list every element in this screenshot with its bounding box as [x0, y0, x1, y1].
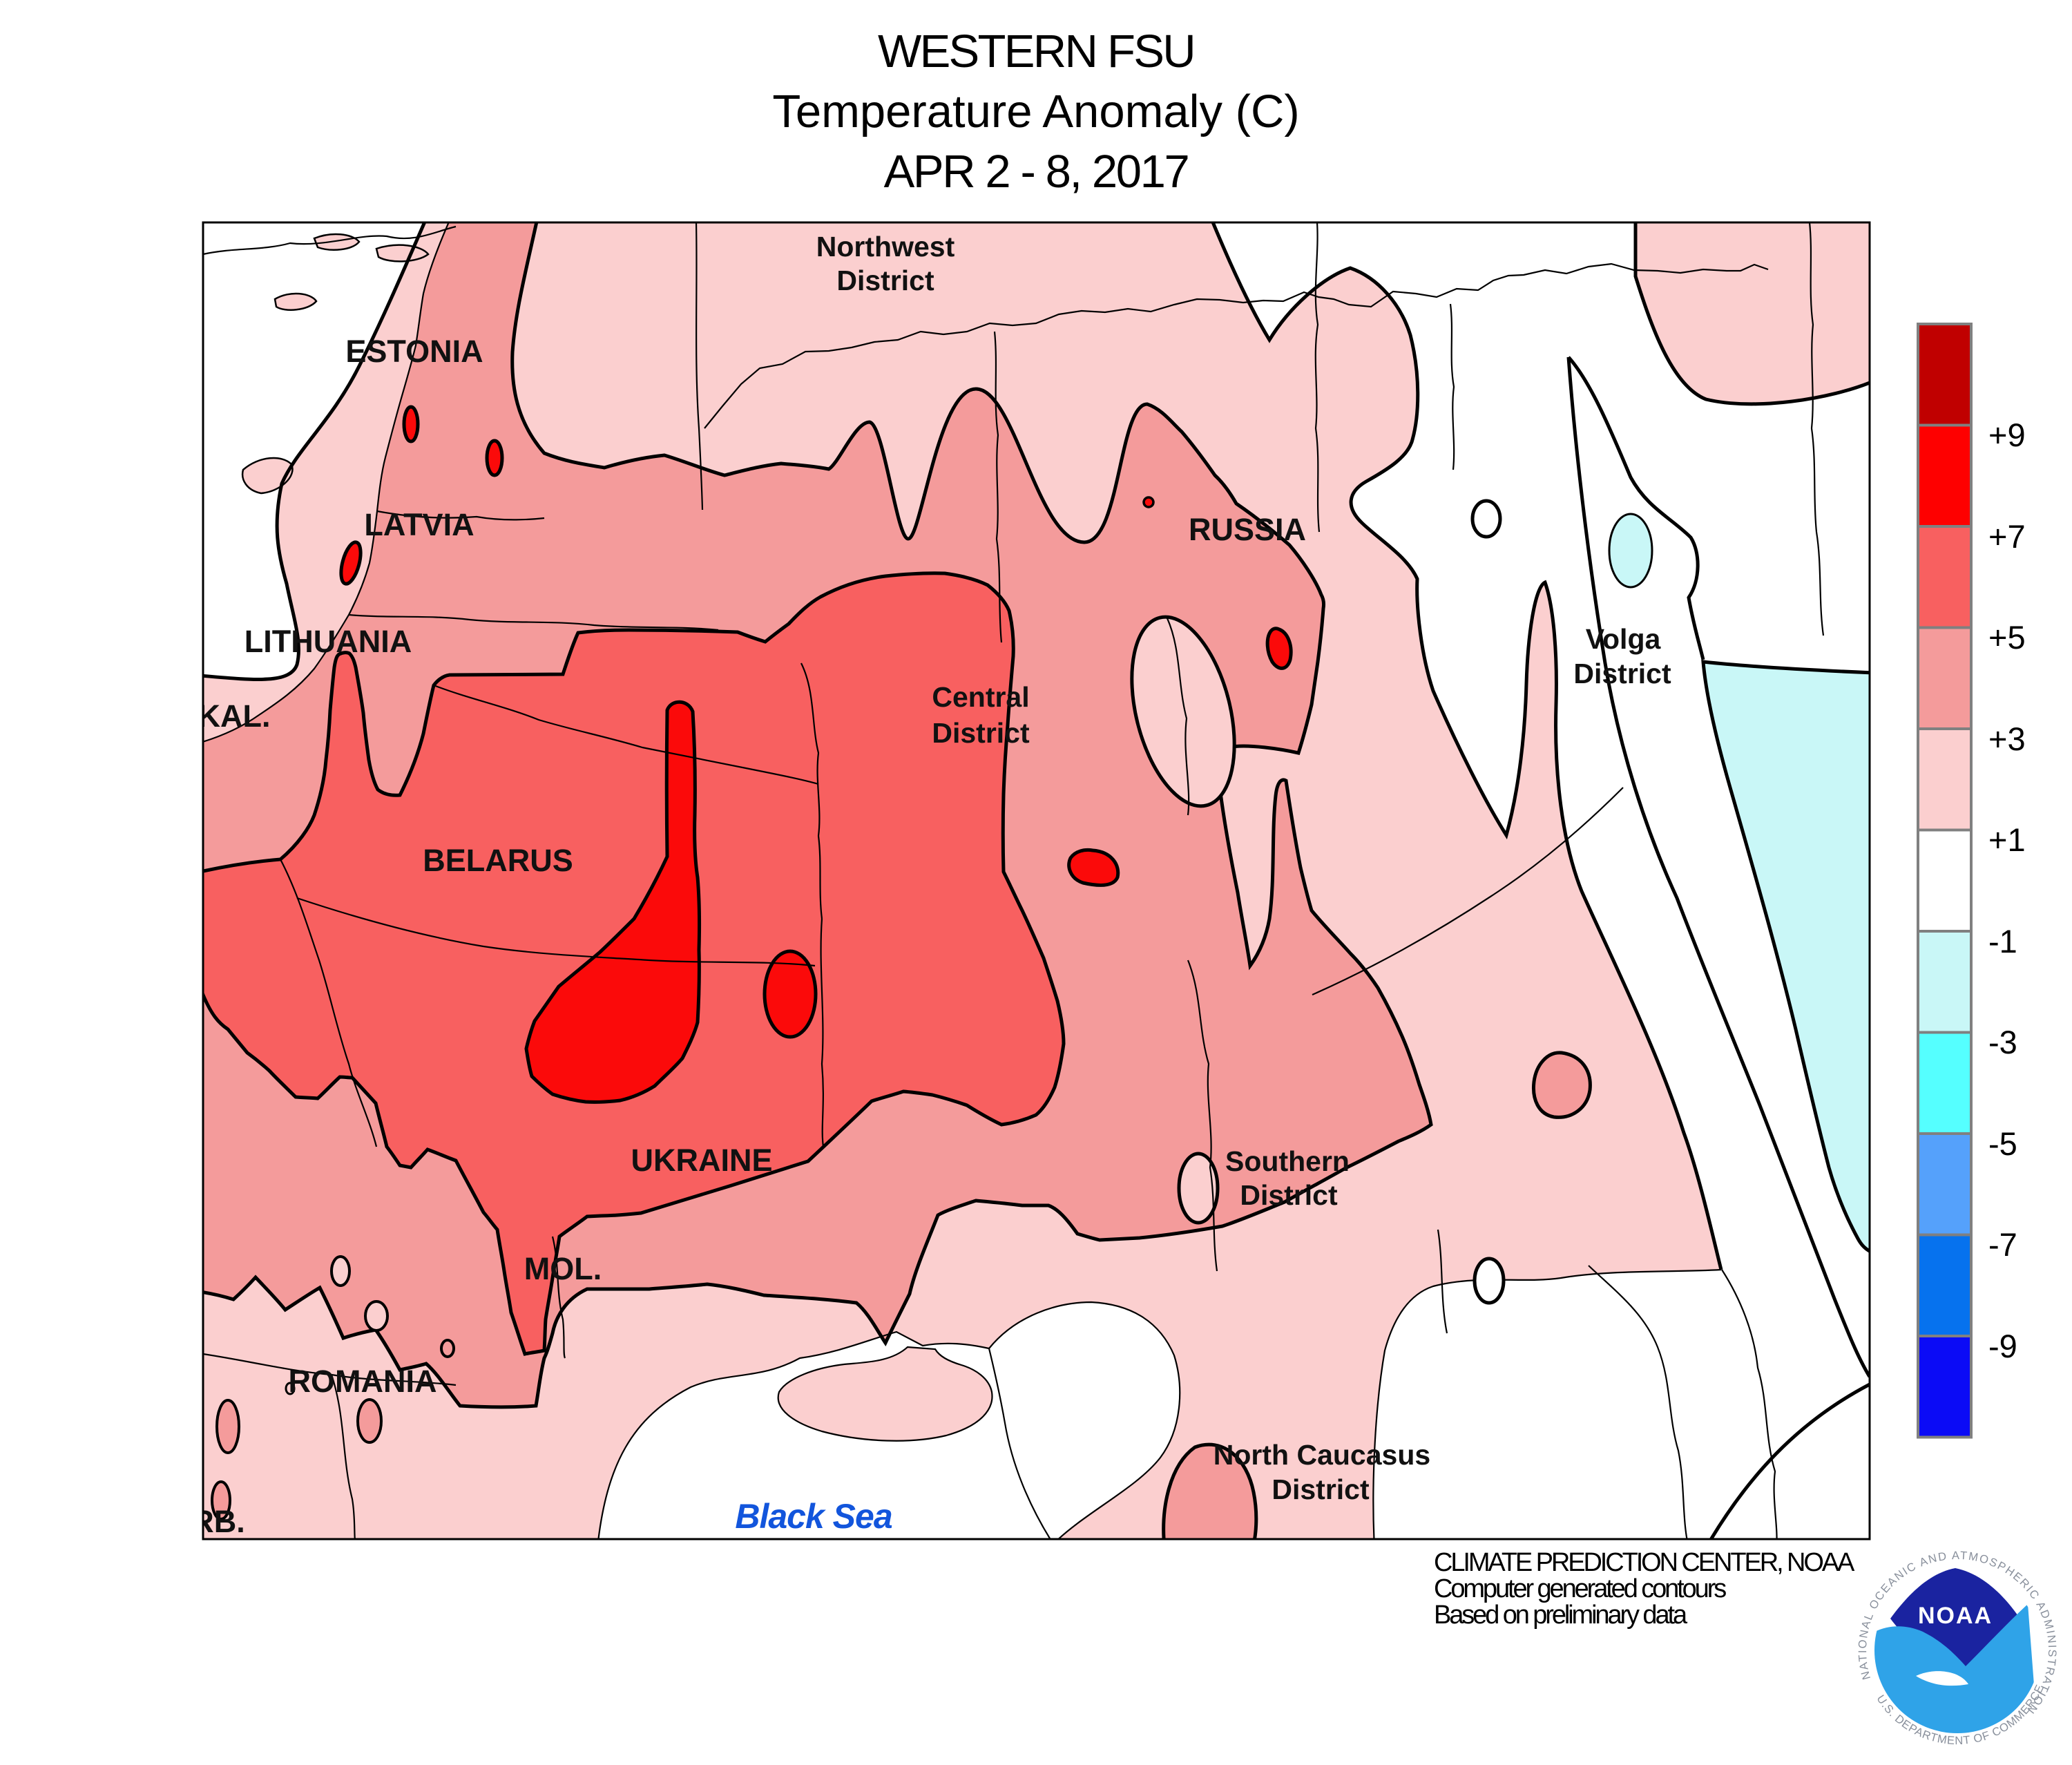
svg-text:North Caucasus: North Caucasus [1214, 1439, 1430, 1471]
svg-text:CLIMATE PREDICTION CENTER, NOA: CLIMATE PREDICTION CENTER, NOAA [1434, 1548, 1855, 1577]
svg-text:+5: +5 [1988, 619, 2026, 656]
svg-text:LITHUANIA: LITHUANIA [244, 624, 412, 659]
svg-text:RB.: RB. [191, 1504, 245, 1539]
svg-text:-5: -5 [1988, 1125, 2017, 1162]
svg-text:UKRAINE: UKRAINE [631, 1143, 772, 1178]
svg-text:Northwest: Northwest [816, 231, 955, 263]
svg-text:-3: -3 [1988, 1024, 2017, 1060]
svg-text:LATVIA: LATVIA [364, 507, 474, 542]
svg-text:WESTERN FSU: WESTERN FSU [878, 26, 1194, 77]
svg-text:BELARUS: BELARUS [423, 843, 573, 878]
svg-text:Based on preliminary data: Based on preliminary data [1434, 1601, 1688, 1630]
svg-text:MOL.: MOL. [524, 1251, 602, 1286]
svg-text:District: District [932, 717, 1030, 749]
svg-text:Volga: Volga [1586, 623, 1662, 655]
svg-text:RUSSIA: RUSSIA [1189, 512, 1306, 547]
svg-text:+3: +3 [1988, 721, 2026, 757]
svg-text:Black Sea: Black Sea [735, 1497, 892, 1536]
svg-text:NOAA: NOAA [1918, 1603, 1993, 1629]
svg-text:Southern: Southern [1225, 1145, 1350, 1177]
svg-text:District: District [1573, 658, 1671, 689]
svg-text:ESTONIA: ESTONIA [345, 334, 483, 369]
svg-text:District: District [836, 265, 934, 296]
svg-text:KAL.: KAL. [198, 698, 271, 734]
svg-text:District: District [1240, 1179, 1338, 1211]
svg-text:-1: -1 [1988, 923, 2017, 960]
svg-text:Central: Central [932, 681, 1029, 713]
svg-text:ROMANIA: ROMANIA [289, 1364, 437, 1399]
svg-text:+7: +7 [1988, 518, 2026, 555]
svg-text:District: District [1272, 1473, 1370, 1505]
svg-text:-7: -7 [1988, 1226, 2017, 1263]
svg-text:Computer generated contours: Computer generated contours [1434, 1574, 1726, 1603]
svg-text:+1: +1 [1988, 821, 2026, 858]
svg-text:+9: +9 [1988, 417, 2026, 453]
svg-text:-9: -9 [1988, 1328, 2017, 1364]
svg-text:APR 2 - 8, 2017: APR 2 - 8, 2017 [884, 146, 1189, 198]
svg-text:Temperature Anomaly (C): Temperature Anomaly (C) [772, 86, 1299, 137]
